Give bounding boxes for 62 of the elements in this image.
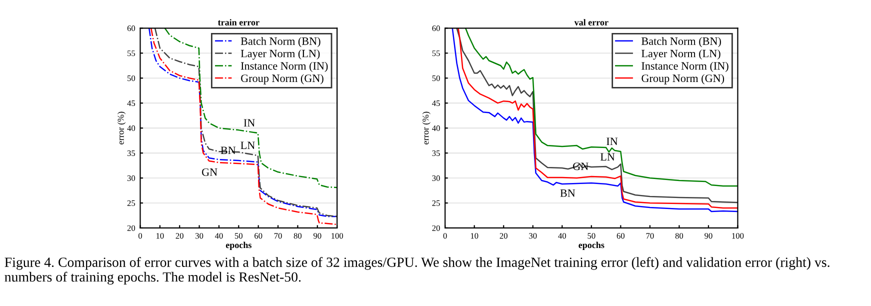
y-tick-label: 60 (127, 26, 136, 32)
legend-label: Layer Norm (LN) (240, 49, 320, 60)
legend-label: Group Norm (GN) (241, 74, 324, 84)
x-tick-label: 40 (558, 233, 566, 239)
legend-label: Batch Norm (BN) (642, 37, 721, 48)
x-tick-label: 20 (176, 233, 184, 239)
x-tick-label: 100 (732, 233, 744, 239)
annotation: LN (240, 142, 255, 150)
annotation: IN (606, 138, 618, 146)
x-tick-label: 20 (500, 233, 508, 239)
x-tick-label: 10 (156, 233, 164, 239)
x-tick-label: 30 (196, 233, 204, 239)
annotation: IN (244, 119, 255, 127)
y-axis-title: error (%) (422, 112, 430, 144)
x-tick-label: 0 (138, 233, 142, 239)
chart-title: val error (574, 19, 608, 26)
legend-label: Layer Norm (LN) (642, 49, 720, 60)
y-tick-label: 55 (432, 50, 440, 56)
x-tick-label: 60 (616, 233, 625, 239)
y-tick-label: 30 (127, 175, 136, 181)
annotation: GN (202, 168, 218, 176)
x-axis-title: epochs (226, 242, 252, 250)
x-tick-label: 70 (646, 233, 654, 239)
y-tick-label: 25 (127, 200, 136, 206)
x-tick-label: 30 (529, 233, 537, 239)
y-tick-label: 60 (432, 26, 440, 32)
y-tick-label: 20 (432, 225, 440, 231)
x-axis-title: epochs (578, 242, 604, 250)
annotation: LN (600, 153, 615, 160)
y-tick-label: 45 (127, 100, 136, 106)
x-tick-label: 50 (234, 233, 243, 239)
legend-label: Group Norm (GN) (642, 74, 724, 84)
x-tick-label: 80 (294, 233, 302, 239)
y-tick-label: 40 (432, 125, 440, 132)
y-tick-label: 50 (432, 75, 440, 82)
legend-label: Batch Norm (BN) (240, 37, 320, 48)
y-tick-label: 30 (432, 175, 440, 181)
line-series (164, 28, 338, 188)
x-tick-label: 70 (274, 233, 282, 239)
x-tick-label: 60 (254, 233, 262, 239)
y-axis-title: error (%) (117, 112, 126, 144)
caption: Figure 4. Comparison of error curves with a batch size of 32 images/GPU. We show the ImageNet training error (left) and validation error (right) vs. numbers of training epochs. The model is ResNet-50. (4, 257, 830, 285)
y-tick-label: 20 (127, 225, 136, 231)
y-tick-label: 25 (432, 200, 440, 206)
annotation: BN (560, 190, 576, 197)
y-tick-label: 50 (128, 75, 136, 82)
x-tick-label: 100 (332, 233, 344, 239)
x-tick-label: 40 (214, 233, 223, 239)
y-tick-label: 35 (432, 150, 440, 156)
x-tick-label: 90 (313, 233, 322, 239)
x-tick-label: 90 (704, 233, 712, 239)
y-tick-label: 35 (127, 150, 136, 156)
y-tick-label: 55 (128, 50, 136, 56)
chart-title: train error (218, 19, 260, 26)
x-tick-label: 50 (588, 233, 596, 239)
legend-label: Instance Norm (IN) (240, 62, 328, 72)
x-tick-label: 10 (470, 233, 478, 239)
x-tick-label: 0 (443, 233, 447, 239)
legend-label: Instance Norm (IN) (642, 62, 728, 72)
x-tick-label: 80 (675, 233, 684, 239)
y-tick-label: 40 (127, 125, 136, 132)
y-tick-label: 45 (432, 100, 440, 106)
